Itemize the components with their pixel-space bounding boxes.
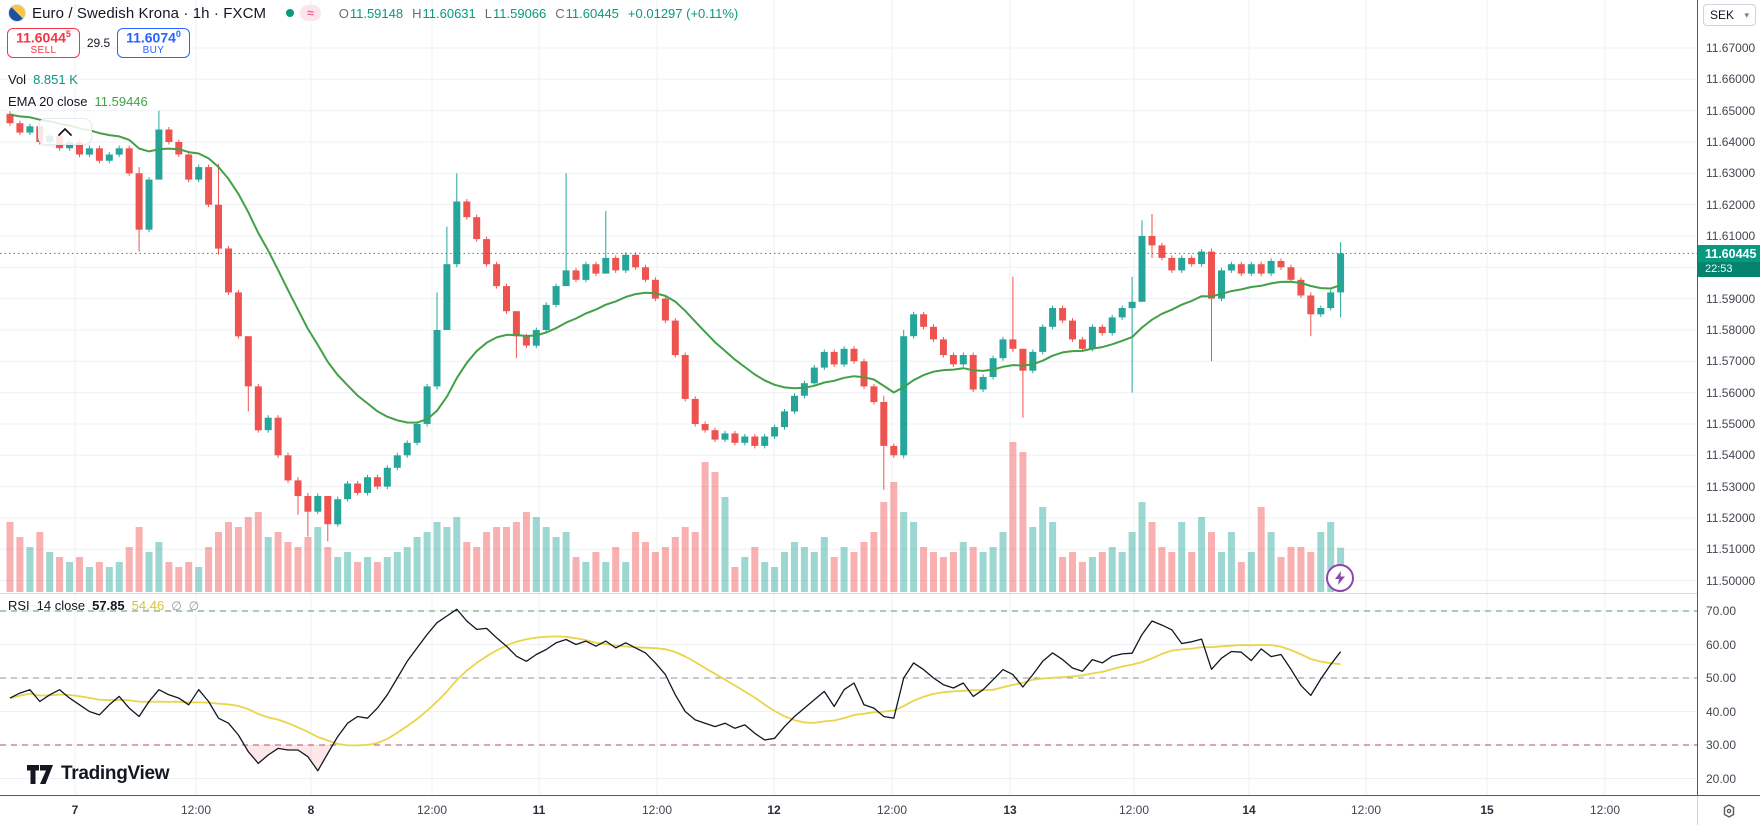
time-axis-label: 12:00: [180, 803, 212, 817]
ohlc-item: L11.59066: [484, 5, 547, 21]
tradingview-logo[interactable]: TradingView: [27, 763, 170, 785]
time-axis[interactable]: 7 12:00 8 12:00 11 12:00 12 12:00 13 12:00 14 12:00…: [0, 795, 1760, 825]
buy-price: 11.60740: [126, 28, 181, 46]
collapse-legend-button[interactable]: [38, 118, 92, 145]
lightning-icon: [1335, 571, 1345, 585]
ohlc-item: H11.60631: [412, 5, 476, 21]
approx-data-icon[interactable]: ≈: [300, 5, 321, 21]
axis-settings-corner[interactable]: [1697, 796, 1760, 825]
ema-legend-label: EMA 20 close: [8, 94, 88, 109]
rsi-axis-label: 20.00: [1706, 772, 1737, 786]
last-price-badge: 11.60445 22:53: [1698, 245, 1760, 277]
price-axis-label: 11.55000: [1706, 417, 1756, 431]
price-axis-label: 11.65000: [1706, 104, 1756, 118]
rsi-empty-value-2: ∅: [188, 599, 200, 613]
currency-unit-selector[interactable]: SEK ▾: [1703, 4, 1756, 26]
tradingview-mark-icon: [27, 764, 53, 784]
rsi-axis-label: 40.00: [1706, 705, 1737, 719]
last-price-value: 11.60445: [1705, 247, 1757, 261]
market-open-dot-icon: [286, 9, 295, 17]
time-axis-label: 15: [1480, 803, 1494, 817]
tradingview-logo-text: TradingView: [61, 763, 170, 784]
bar-countdown: 22:53: [1698, 262, 1760, 277]
volume-legend-label: Vol: [8, 72, 27, 87]
price-axis-label: 11.58000: [1706, 323, 1756, 337]
sell-price: 11.60445: [16, 28, 71, 46]
instant-trade-button[interactable]: [1326, 564, 1354, 592]
rsi-axis-label: 60.00: [1706, 638, 1737, 652]
sell-label: SELL: [30, 45, 57, 57]
volume-legend-value: 8.851 K: [33, 72, 78, 87]
buy-button[interactable]: 11.60740 BUY: [117, 28, 190, 58]
ohlc-item: O11.59148: [338, 5, 404, 21]
price-axis-label: 11.66000: [1706, 72, 1756, 86]
price-axis-label: 11.64000: [1706, 135, 1756, 149]
rsi-axis-label: 30.00: [1706, 738, 1737, 752]
rsi-legend-params: 14 close: [36, 598, 86, 613]
currency-unit-label: SEK: [1710, 8, 1735, 22]
time-axis-label: 12:00: [1350, 803, 1382, 817]
price-axis-label: 11.62000: [1706, 198, 1756, 212]
time-axis-label: 12:00: [876, 803, 908, 817]
pane-separator-handle[interactable]: [0, 593, 1697, 594]
rsi-axis-label: 70.00: [1706, 604, 1737, 618]
price-axis-label: 11.61000: [1706, 229, 1756, 243]
time-axis-label: 12:00: [641, 803, 673, 817]
rsi-legend[interactable]: RSI 14 close 57.85 54.46 ∅ ∅: [8, 598, 199, 613]
price-axis-label: 11.53000: [1706, 480, 1756, 494]
price-axis-label: 11.59000: [1706, 292, 1756, 306]
chevron-up-icon: [58, 127, 72, 136]
time-axis-label: 14: [1242, 803, 1256, 817]
time-axis-label: 13: [1003, 803, 1017, 817]
rsi-axis-label: 50.00: [1706, 671, 1737, 685]
price-axis-label: 11.57000: [1706, 354, 1756, 368]
time-axis-label: 12: [767, 803, 781, 817]
volume-legend[interactable]: Vol 8.851 K: [8, 72, 78, 87]
buy-label: BUY: [142, 45, 165, 57]
rsi-legend-name: RSI: [8, 598, 30, 613]
rsi-legend-value: 57.85: [92, 598, 125, 613]
time-axis-label: 11: [532, 803, 546, 817]
symbol-title[interactable]: Euro / Swedish Krona · 1h · FXCM: [32, 4, 267, 22]
time-axis-label: 12:00: [416, 803, 448, 817]
ohlc-item: C11.60445: [555, 5, 619, 21]
symbol-header: Euro / Swedish Krona · 1h · FXCM ≈ O11.5…: [8, 3, 738, 23]
ema-legend[interactable]: EMA 20 close 11.59446: [8, 94, 148, 109]
price-axis-label: 11.63000: [1706, 166, 1756, 180]
time-axis-label: 8: [307, 803, 315, 817]
price-volume-rsi-plot: [0, 0, 1697, 795]
time-axis-label: 12:00: [1118, 803, 1150, 817]
rsi-empty-value-1: ∅: [171, 599, 182, 613]
price-axis[interactable]: SEK ▾ 11.60445 22:53 11.67000 11.66000 11.…: [1697, 0, 1760, 795]
price-axis-label: 11.50000: [1706, 574, 1756, 588]
currency-pair-icon: [8, 4, 26, 22]
ema-legend-value: 11.59446: [94, 94, 148, 109]
price-axis-label: 11.56000: [1706, 386, 1756, 400]
chart-canvas[interactable]: [0, 0, 1697, 795]
time-axis-label: 7: [71, 803, 79, 817]
ohlc-item: +0.01297 (+0.11%): [627, 5, 739, 21]
time-axis-label: 12:00: [1589, 803, 1621, 817]
gear-icon: [1723, 804, 1735, 818]
ohlc-values: O11.59148 H11.60631 L11.59066 C11.60445 +0.0…: [339, 6, 739, 21]
rsi-ma-legend-value: 54.46: [131, 598, 165, 613]
chevron-down-icon: ▾: [1744, 9, 1749, 20]
price-axis-label: 11.67000: [1706, 41, 1756, 55]
price-axis-label: 11.54000: [1706, 448, 1756, 462]
price-axis-label: 11.51000: [1706, 542, 1756, 556]
price-axis-label: 11.52000: [1706, 511, 1756, 525]
sell-button[interactable]: 11.60445 SELL: [7, 28, 80, 58]
spread-value: 29.5: [86, 36, 111, 50]
order-panel: 11.60445 SELL 29.5 11.60740 BUY: [7, 28, 190, 58]
